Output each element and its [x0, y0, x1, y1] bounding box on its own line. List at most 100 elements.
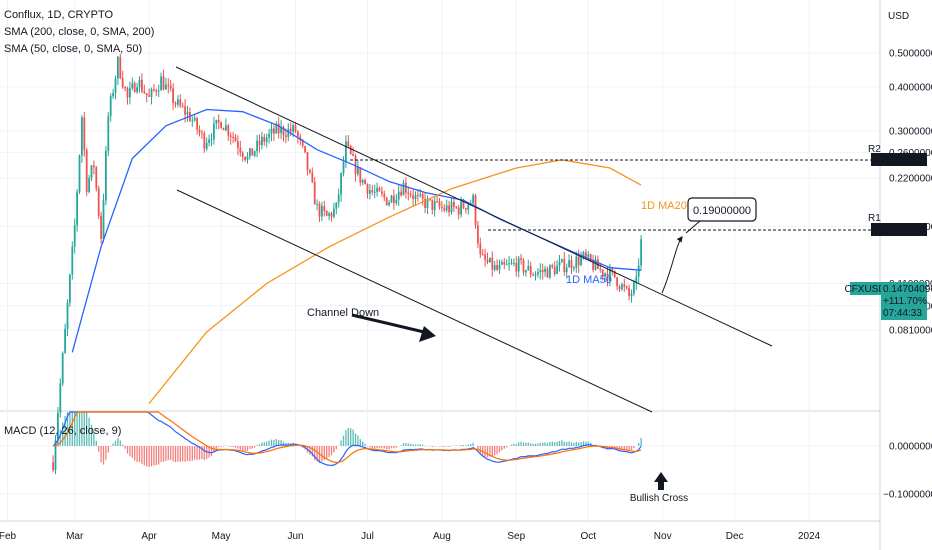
candle-body: [373, 191, 376, 193]
candle-body: [232, 136, 234, 138]
price-axis[interactable]: 0.500000000.400000000.300000000.26000000…: [883, 49, 932, 501]
candle-body: [431, 199, 434, 210]
candle-body: [66, 302, 69, 329]
candle-body: [97, 188, 100, 216]
time-axis[interactable]: Feb Mar Apr May Jun Jul Aug Sep Oct Nov Dec 2024: [0, 531, 821, 542]
y-tick-label: 0.00000000: [889, 442, 932, 453]
candle-body: [321, 206, 323, 217]
candle-body: [275, 123, 278, 134]
r2-label: R2: [868, 144, 881, 155]
candle-body: [225, 125, 227, 131]
chart-title[interactable]: Conflux, 1D, CRYPTO: [4, 9, 114, 21]
candle-body: [244, 156, 246, 160]
candle-body: [633, 282, 635, 294]
candle-body: [436, 201, 438, 203]
candle-body: [203, 133, 206, 149]
candle-body: [587, 254, 590, 257]
x-tick-label: May: [212, 531, 231, 542]
candle-body: [481, 254, 484, 256]
candle-body: [611, 268, 614, 271]
candle-body: [107, 116, 110, 151]
macd-legend[interactable]: MACD (12, 26, close, 9): [4, 425, 122, 437]
candle-body: [402, 182, 405, 196]
candle-body: [635, 276, 638, 283]
candle-body: [609, 268, 611, 281]
candle-body: [265, 137, 268, 142]
candle-body: [177, 99, 179, 105]
candle-body: [145, 93, 148, 96]
channel-lower-line: [176, 189, 653, 413]
sma200-legend[interactable]: SMA (200, close, 0, SMA, 200): [4, 26, 155, 38]
candle-body: [625, 286, 628, 288]
candle-body: [109, 96, 112, 117]
candle-body: [256, 140, 258, 152]
candle-body: [604, 273, 606, 276]
currency-label[interactable]: USD: [888, 11, 910, 22]
candle-body: [460, 201, 462, 215]
candle-body: [215, 119, 218, 124]
candle-body: [222, 128, 225, 131]
candle-body: [112, 93, 114, 97]
candle-body: [623, 284, 626, 287]
candle-body: [462, 201, 465, 209]
candle-body: [210, 139, 213, 141]
candle-body: [537, 272, 539, 275]
ticker-tag: [850, 282, 881, 295]
candle-body: [318, 203, 321, 217]
candle-body: [309, 170, 311, 173]
candle-body: [95, 167, 98, 189]
candle-body: [577, 256, 580, 266]
candle-body: [455, 207, 458, 209]
candle-body: [479, 243, 482, 255]
candle-body: [522, 260, 525, 273]
candle-body: [73, 225, 76, 247]
candle-body: [383, 193, 386, 198]
candle-body: [599, 268, 602, 270]
candle-body: [467, 204, 470, 210]
candle-body: [472, 195, 474, 204]
candle-body: [352, 153, 354, 156]
candle-body: [409, 194, 412, 196]
last-price-tag: [881, 282, 927, 320]
candle-body: [556, 265, 558, 275]
sma50-legend[interactable]: SMA (50, close, 0, SMA, 50): [4, 43, 143, 55]
candle-body: [52, 462, 54, 471]
candle-body: [337, 194, 340, 203]
candle-body: [517, 258, 520, 272]
candle-body: [287, 128, 290, 137]
candle-body: [364, 179, 366, 185]
channel-lines: [175, 66, 773, 413]
candle-body: [100, 215, 102, 239]
candle-body: [496, 265, 498, 270]
candle-body: [169, 85, 172, 89]
candle-body: [333, 208, 335, 217]
countdown-text: 07:44:33: [883, 308, 922, 319]
candle-body: [301, 139, 304, 146]
candle-body: [340, 173, 342, 195]
r1-label: R1: [868, 213, 881, 224]
y-tick-label: 0.50000000: [889, 49, 932, 60]
candle-body: [489, 257, 491, 263]
x-tick-label: Aug: [433, 531, 451, 542]
candle-body: [558, 261, 561, 266]
candle-body: [630, 293, 633, 296]
candle-body: [179, 99, 182, 106]
candle-body: [345, 141, 347, 163]
candle-body: [568, 260, 570, 268]
target-callout-link: [685, 220, 701, 234]
candle-body: [414, 195, 417, 200]
candle-body: [133, 83, 136, 93]
candle-body: [253, 151, 256, 156]
candle-body: [405, 182, 407, 193]
candle-body: [155, 90, 158, 92]
candle-body: [78, 155, 81, 192]
candle-body: [246, 156, 249, 160]
candle-body: [280, 127, 282, 134]
candle-body: [304, 145, 306, 153]
channel-arrow: [351, 313, 425, 334]
r1-price-tag-text: 0.19660000: [873, 225, 926, 236]
candle-body: [426, 198, 429, 208]
candle-body: [126, 87, 129, 98]
r2-price-tag-text: 0.28000000: [873, 155, 926, 166]
